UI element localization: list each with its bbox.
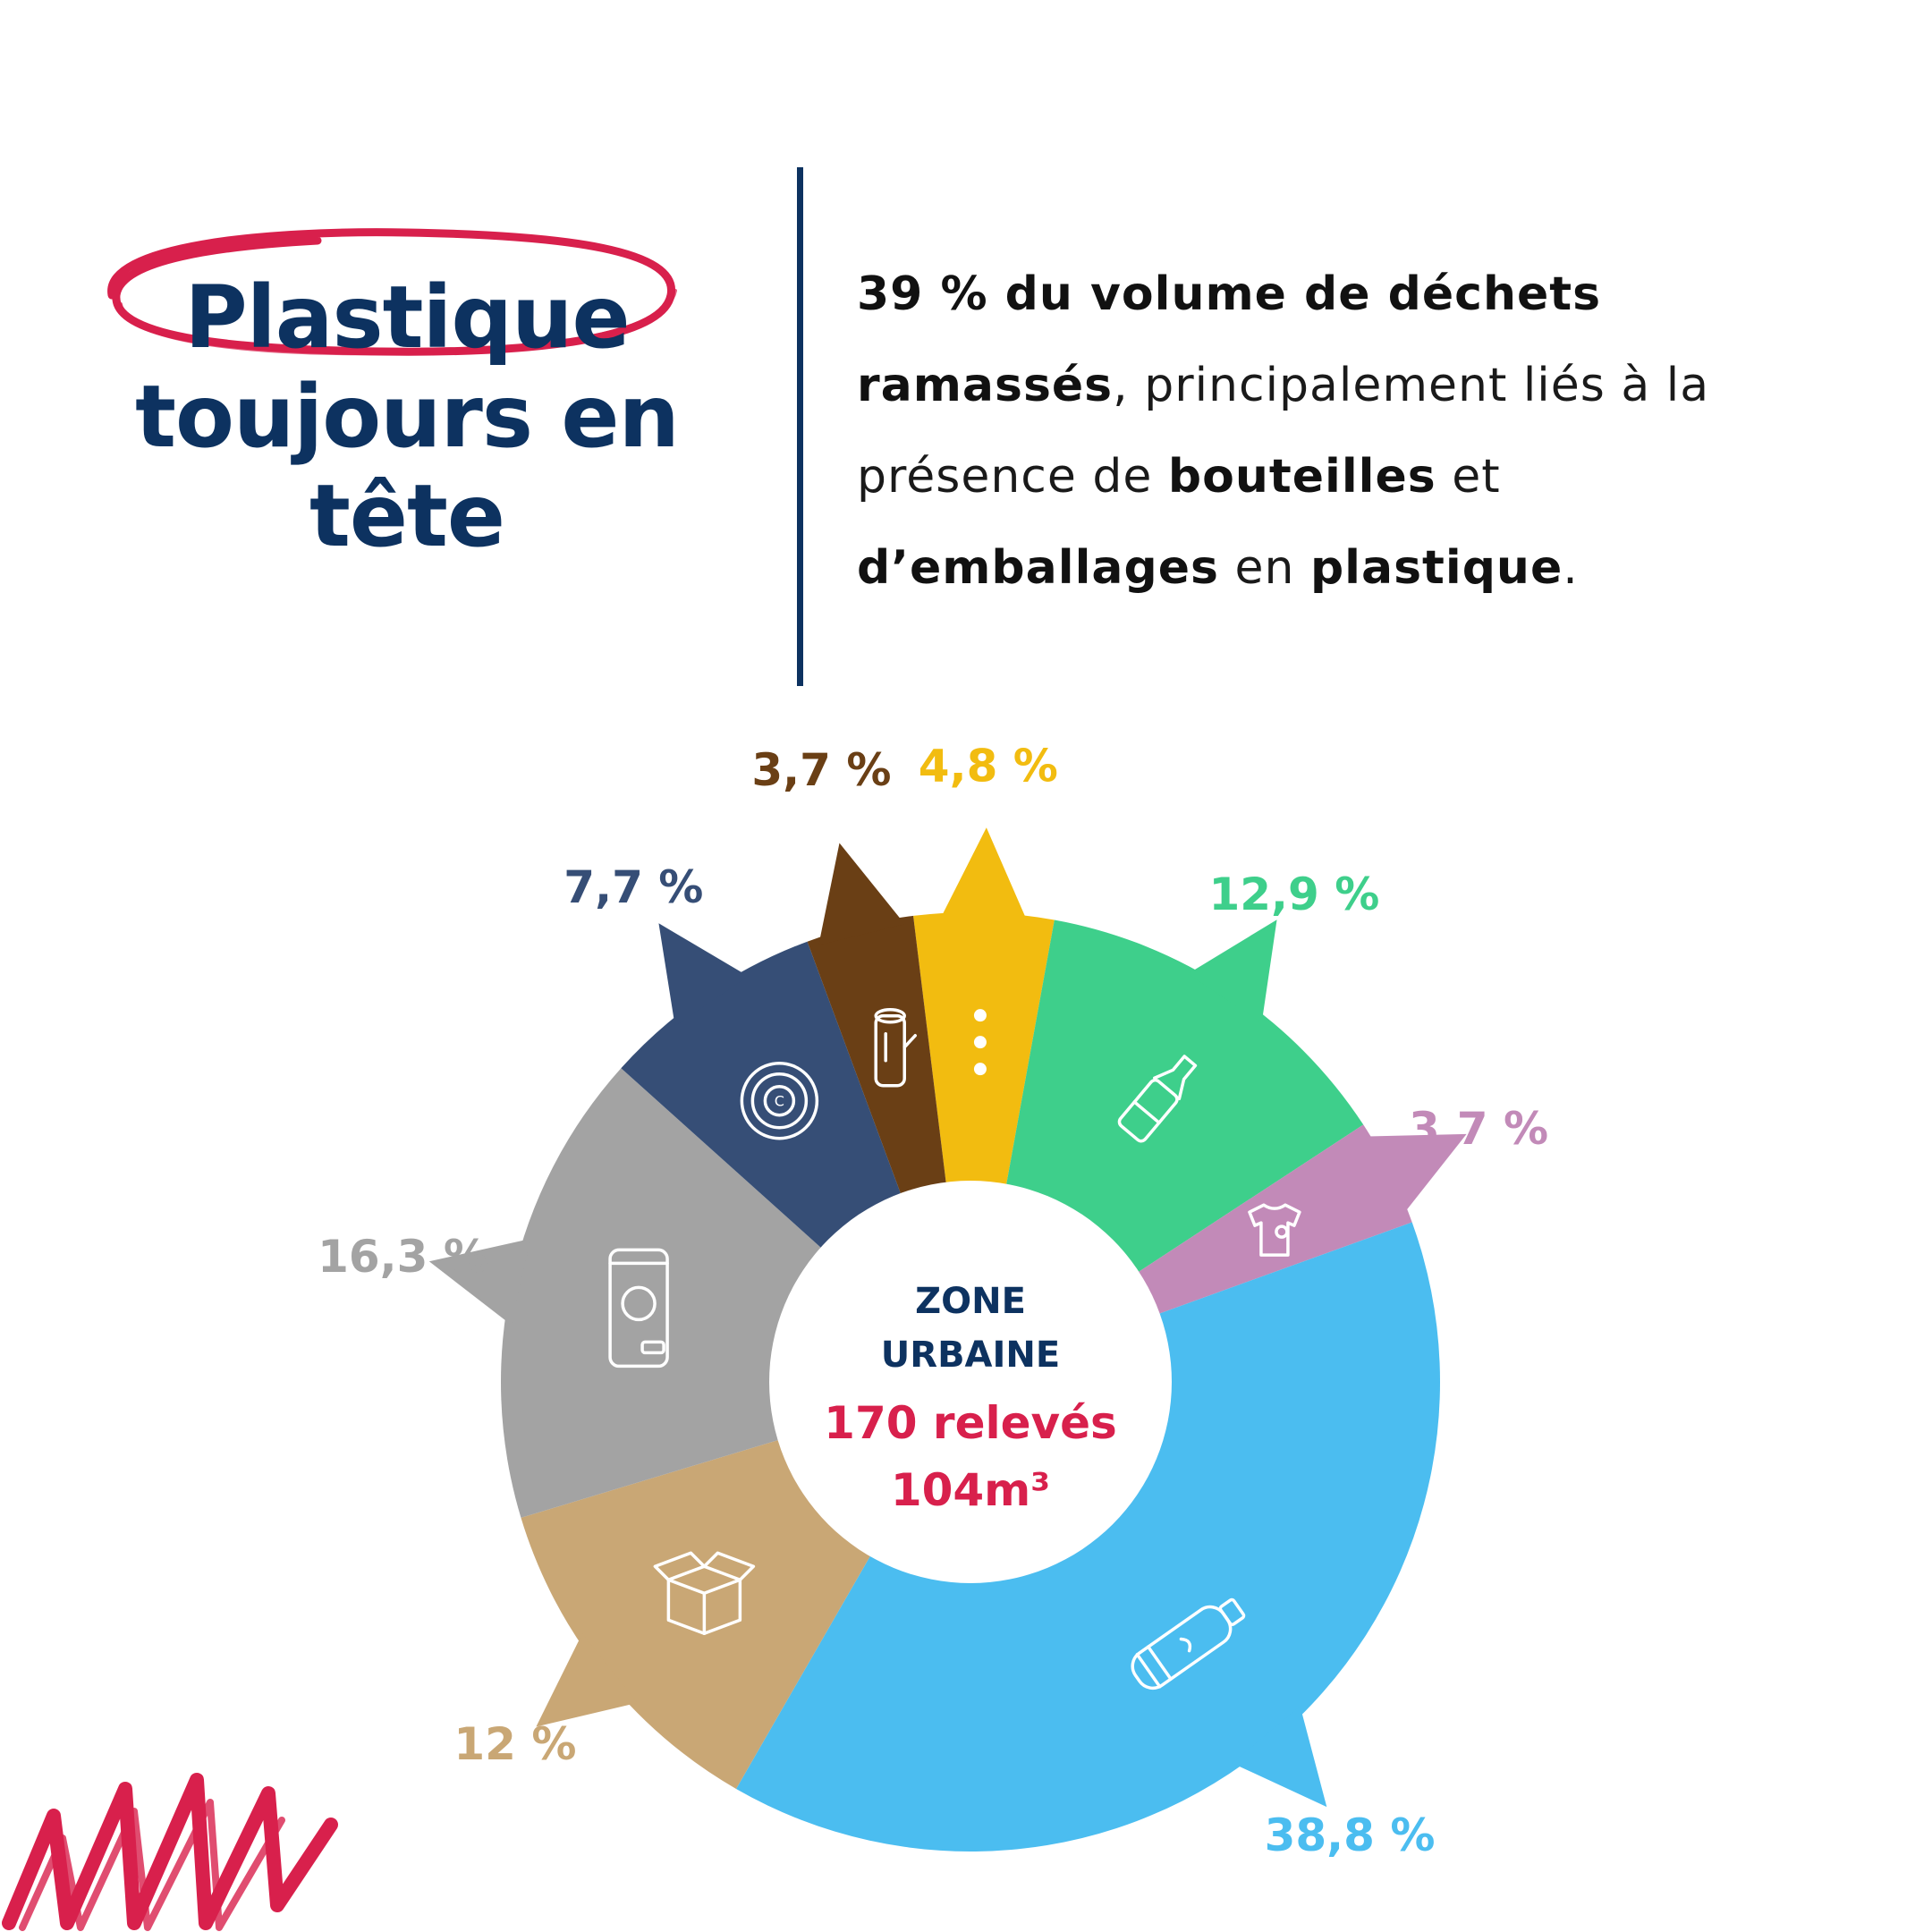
- slice-label: 3,7 %: [1409, 1103, 1548, 1155]
- headline-line-2: toujours en: [135, 367, 680, 467]
- slice-label: 38,8 %: [1265, 1809, 1436, 1861]
- callout-arrow: [428, 1238, 531, 1326]
- callout-arrow: [1232, 1706, 1327, 1808]
- callout-arrow: [818, 843, 905, 945]
- callout-arrow: [939, 827, 1029, 924]
- callout-arrow: [1188, 919, 1277, 1023]
- red-scribble-decoration: [2, 1773, 338, 1931]
- can-icon: [608, 1248, 669, 1368]
- donut-slice: [913, 912, 1055, 1382]
- callout-arrow: [1362, 1133, 1467, 1216]
- slice-label: 4,8 %: [919, 740, 1058, 792]
- slice-label: 12 %: [453, 1718, 576, 1770]
- intro-text-part: .: [1563, 541, 1579, 595]
- slice-label: 16,3 %: [318, 1231, 488, 1283]
- intro-text-part: en: [1218, 541, 1310, 595]
- intro-text-part: 39 % du volume de déchets ramassés: [857, 267, 1602, 412]
- tire-icon: C: [740, 1061, 819, 1140]
- vertical-divider: [797, 167, 803, 686]
- red-circle-highlight: [107, 228, 677, 356]
- plastic-bottle-icon: [1131, 1597, 1246, 1690]
- intro-text-part: , principalement liés à la présence de: [857, 359, 1710, 504]
- headline-line-1: Plastique: [184, 267, 630, 368]
- intro-text-part: d’emballages: [857, 541, 1219, 595]
- center-zone: ZONE: [915, 1281, 1026, 1322]
- intro-text-part: plastique: [1309, 541, 1563, 595]
- dots-icon: [973, 1009, 987, 1076]
- slice-label: 7,7 %: [564, 861, 703, 913]
- callout-arrow: [536, 1633, 638, 1727]
- cardboard-box-icon: [653, 1551, 756, 1636]
- svg-text:C: C: [775, 1093, 784, 1110]
- center-volume: 104m³: [891, 1464, 1050, 1516]
- callout-arrow: [658, 923, 749, 1027]
- tshirt-icon: [1248, 1203, 1301, 1257]
- headline: Plastique toujours en tête: [85, 268, 729, 566]
- wood-log-icon: [874, 1008, 917, 1088]
- center-zone-type: URBAINE: [881, 1335, 1060, 1376]
- intro-paragraph: 39 % du volume de déchets ramassés, prin…: [857, 249, 1859, 614]
- donut-hole: [769, 1181, 1172, 1583]
- headline-line-3: tête: [309, 466, 505, 566]
- intro-text-part: bouteilles: [1167, 450, 1436, 504]
- center-count: 170 relevés: [824, 1397, 1117, 1449]
- slice-label: 3,7 %: [751, 744, 891, 796]
- slice-label: 12,9 %: [1208, 869, 1379, 920]
- glass-bottle-icon: [1117, 1055, 1198, 1143]
- intro-text-part: et: [1436, 450, 1501, 504]
